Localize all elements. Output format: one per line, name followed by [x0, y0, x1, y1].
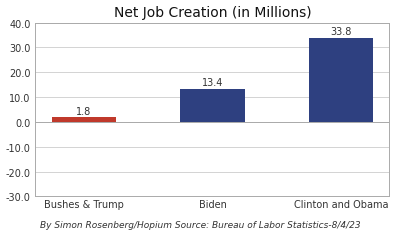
Bar: [309, 39, 373, 122]
Bar: [180, 89, 245, 122]
Text: By Simon Rosenberg/Hopium Source: Bureau of Labor Statistics-8/4/23: By Simon Rosenberg/Hopium Source: Bureau…: [40, 220, 360, 229]
Text: 13.4: 13.4: [202, 78, 223, 88]
Text: 1.8: 1.8: [76, 106, 91, 116]
Title: Net Job Creation (in Millions): Net Job Creation (in Millions): [114, 6, 311, 19]
Text: 33.8: 33.8: [330, 27, 352, 37]
Bar: [52, 118, 116, 122]
